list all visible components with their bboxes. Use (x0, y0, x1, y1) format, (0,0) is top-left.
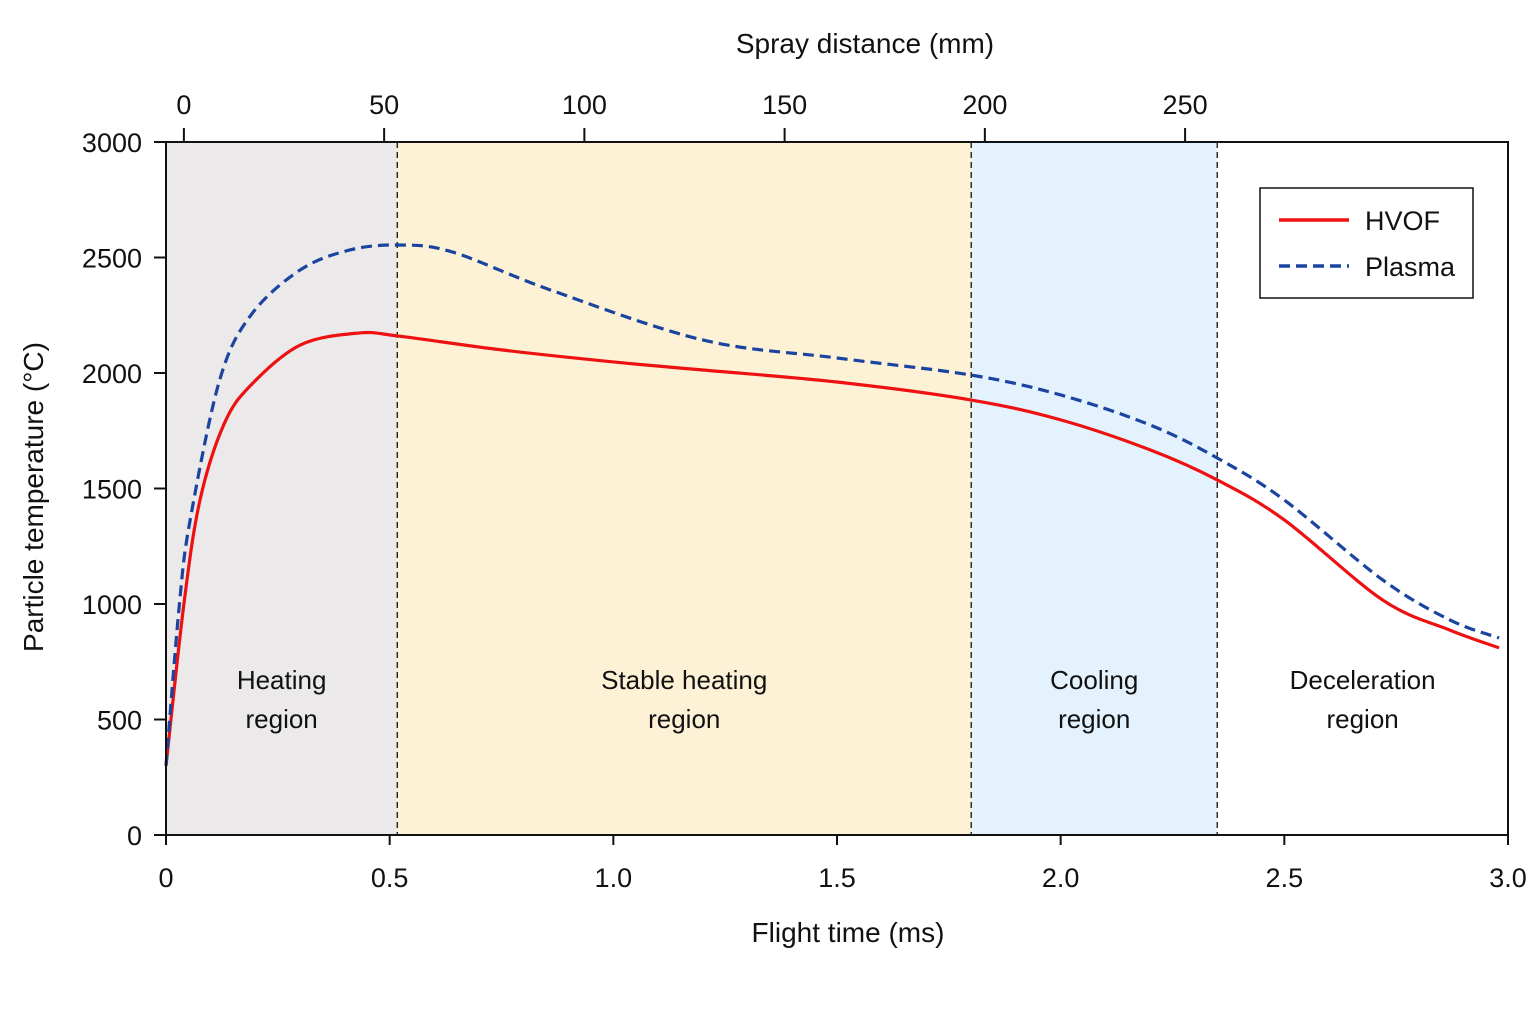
region-band (166, 142, 398, 835)
y-tick-label: 500 (97, 706, 142, 736)
region-label: region (1326, 704, 1398, 734)
x2-tick-label: 200 (962, 90, 1007, 120)
x-tick-label: 2.5 (1266, 863, 1304, 893)
x-axis-label: Flight time (ms) (752, 917, 945, 948)
region-label: Cooling (1050, 665, 1138, 695)
legend: HVOF Plasma (1259, 187, 1474, 299)
legend-box (1259, 187, 1474, 299)
y-tick-label: 2000 (82, 359, 142, 389)
curves (164, 243, 1500, 766)
region-band (397, 142, 972, 835)
region-label: region (245, 704, 317, 734)
x-tick-label: 1.0 (595, 863, 633, 893)
x2-axis-label: Spray distance (mm) (736, 28, 994, 59)
x-tick-label: 1.5 (818, 863, 856, 893)
y-axis-label: Particle temperature (°C) (18, 342, 49, 652)
x2-tick-label: 150 (762, 90, 807, 120)
x2-tick-label: 50 (369, 90, 399, 120)
y-tick-label: 0 (127, 821, 142, 851)
x-tick-label: 3.0 (1489, 863, 1527, 893)
legend-label-plasma: Plasma (1365, 252, 1456, 282)
region-label: Stable heating (601, 665, 767, 695)
axes: 0 0.5 1.0 1.5 2.0 2.5 3.0050010001500200025003… (82, 90, 1527, 893)
series-line-hvof (164, 330, 1500, 766)
x2-tick-label: 250 (1163, 90, 1208, 120)
legend-label-hvof: HVOF (1365, 206, 1440, 236)
region-label: Deceleration (1290, 665, 1436, 695)
region-label: region (1058, 704, 1130, 734)
x-tick-label: 2.0 (1042, 863, 1080, 893)
y-tick-label: 3000 (82, 128, 142, 158)
region-label: Heating (237, 665, 327, 695)
y-tick-label: 2500 (82, 244, 142, 274)
x-tick-label: 0.5 (371, 863, 409, 893)
series-line-plasma (164, 243, 1500, 766)
region-band (971, 142, 1218, 835)
y-tick-label: 1500 (82, 475, 142, 505)
x2-tick-label: 0 (176, 90, 191, 120)
region-label: region (648, 704, 720, 734)
x-tick-label: 0 (158, 863, 173, 893)
y-tick-label: 1000 (82, 590, 142, 620)
x2-tick-label: 100 (562, 90, 607, 120)
